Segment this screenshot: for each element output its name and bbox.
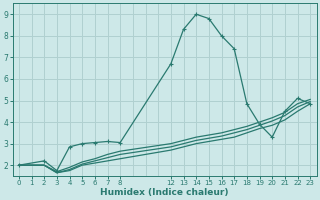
- X-axis label: Humidex (Indice chaleur): Humidex (Indice chaleur): [100, 188, 229, 197]
